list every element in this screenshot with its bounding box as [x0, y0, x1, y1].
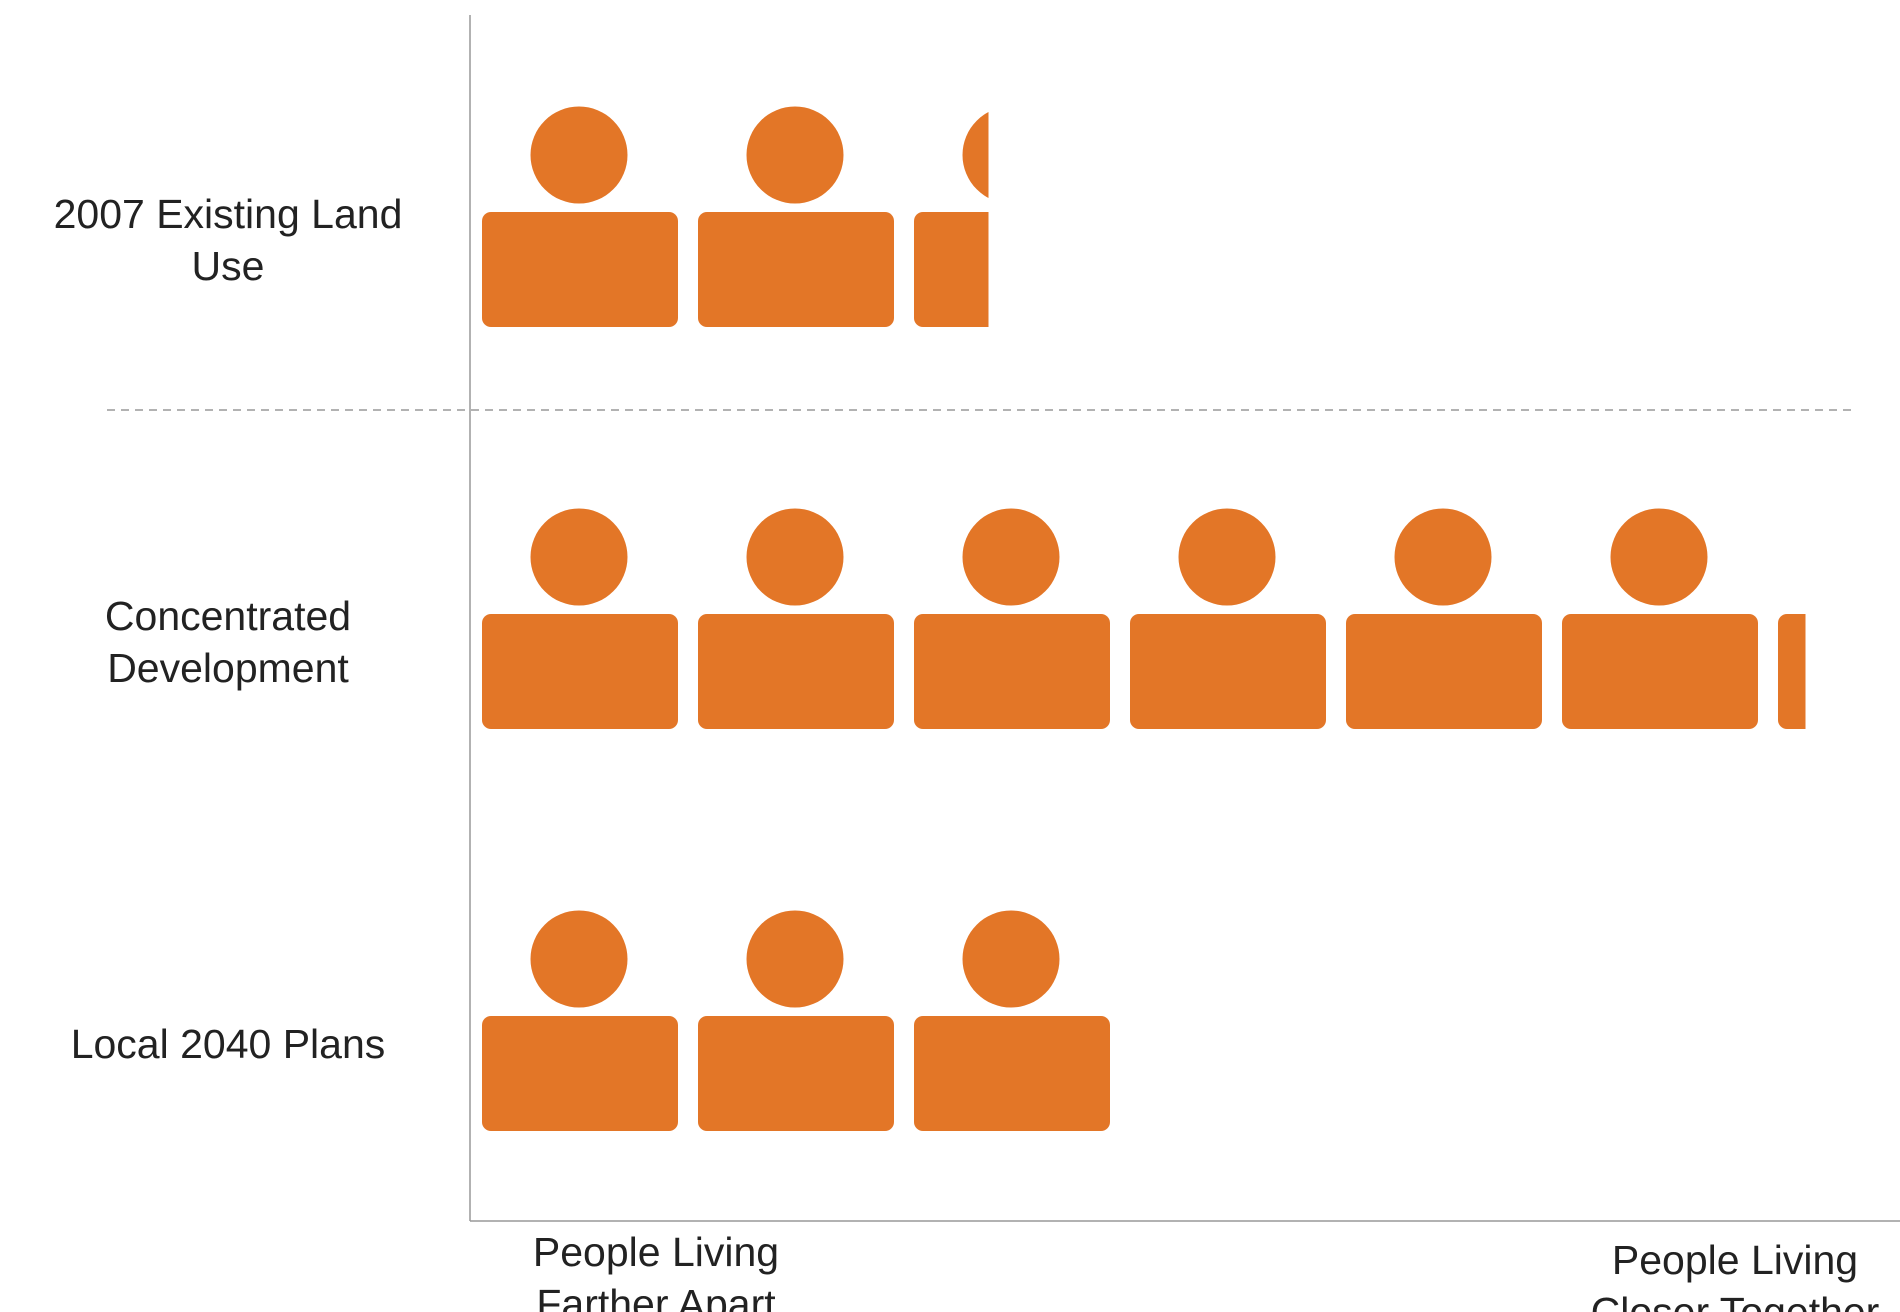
icon-body — [1562, 614, 1758, 729]
icon-head — [962, 910, 1060, 1008]
icon-body — [698, 212, 894, 327]
icon-body — [914, 614, 1110, 729]
icon-head — [962, 508, 1060, 606]
icon-head — [746, 508, 844, 606]
icon-body — [482, 614, 678, 729]
category-label: 2007 Existing Land Use — [53, 191, 403, 289]
icon-head — [1610, 508, 1708, 606]
icon-head — [746, 106, 844, 204]
icon-head — [530, 910, 628, 1008]
icon-head — [530, 508, 628, 606]
icon-head — [962, 112, 989, 198]
icon-body — [698, 614, 894, 729]
icon-head — [1178, 508, 1276, 606]
icon-body — [482, 1016, 678, 1131]
icon-head — [530, 106, 628, 204]
icon-head — [746, 910, 844, 1008]
icon-row — [482, 910, 1110, 1131]
x-label-right: People Living Closer Together — [1590, 1237, 1880, 1312]
category-label: Local 2040 Plans — [70, 1021, 386, 1067]
icon-head — [1827, 509, 1900, 606]
icon-body — [914, 1016, 1110, 1131]
icon-body — [1346, 614, 1542, 729]
x-label-left: People Living Farther Apart — [532, 1229, 780, 1312]
icon-body — [914, 212, 989, 327]
icon-head — [1394, 508, 1492, 606]
icon-body — [1130, 614, 1326, 729]
icon-body — [698, 1016, 894, 1131]
category-label: Concentrated Development — [104, 593, 352, 691]
icon-row — [482, 106, 989, 327]
icon-row — [482, 508, 1900, 729]
icon-body — [1778, 614, 1806, 729]
icon-body — [482, 212, 678, 327]
